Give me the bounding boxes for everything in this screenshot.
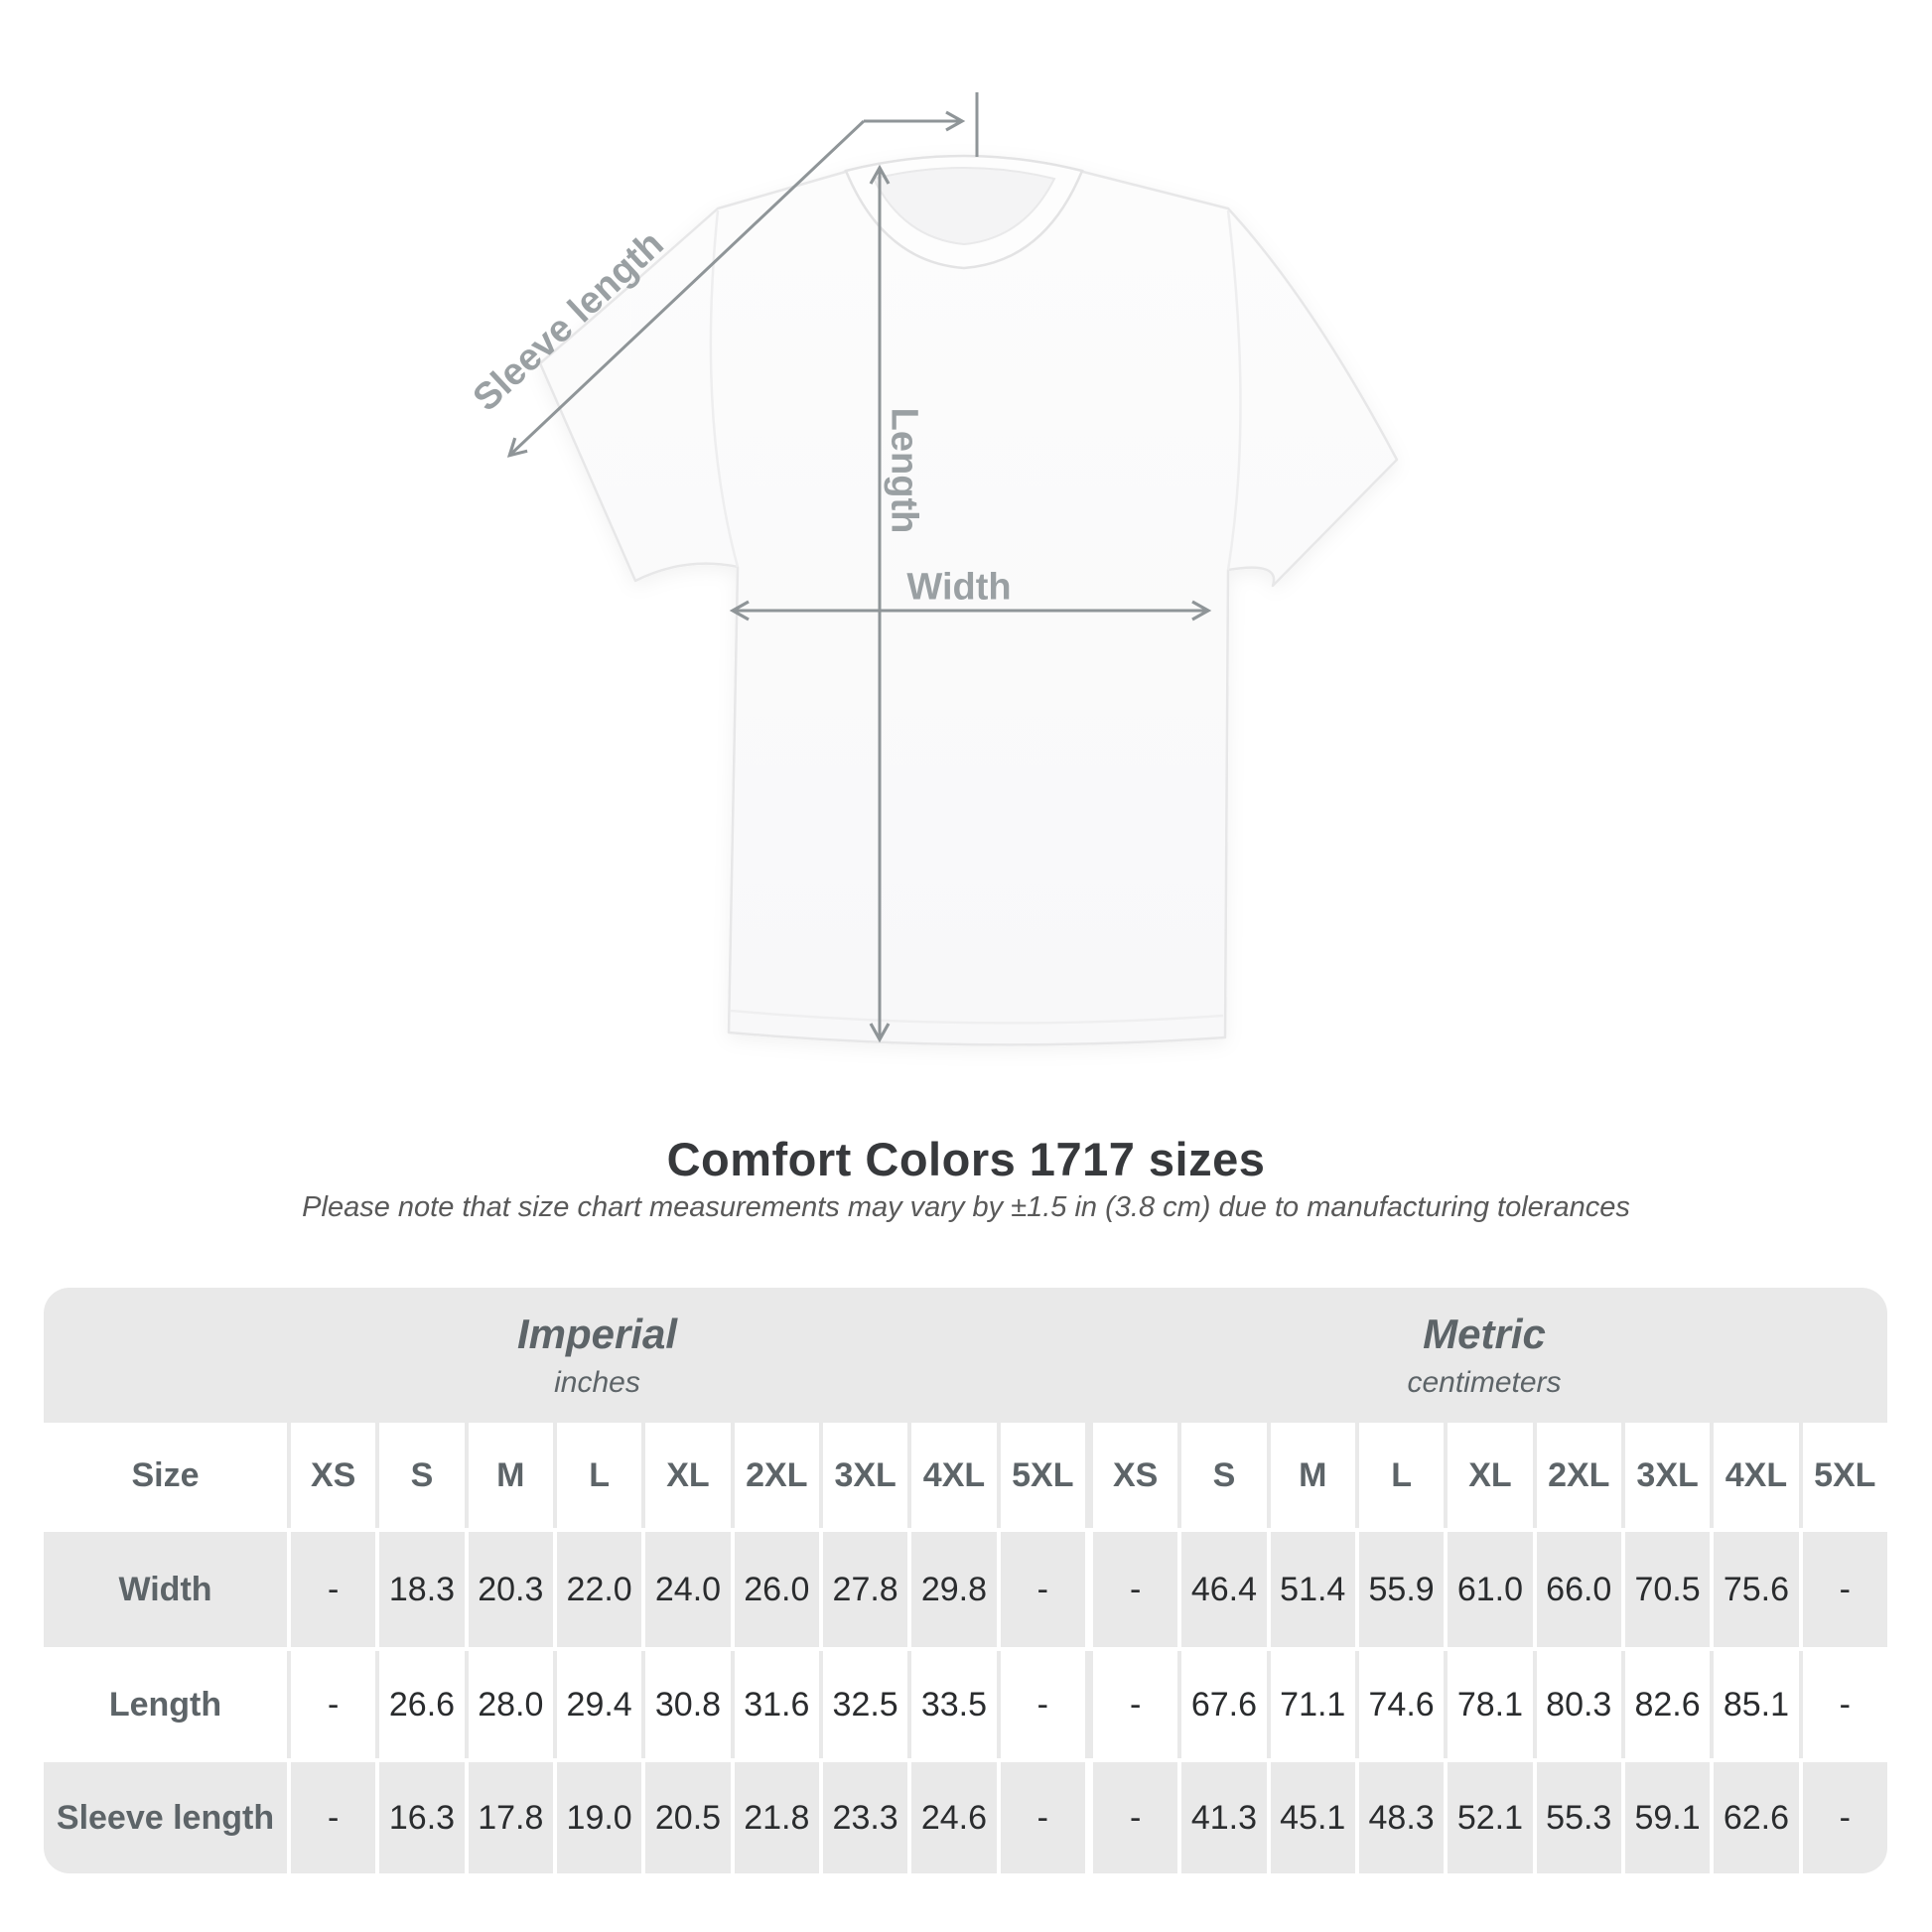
width-metric-2xl: 66.0 xyxy=(1536,1532,1621,1647)
length-metric-xs: - xyxy=(1092,1651,1178,1758)
length-imperial-4xl: 33.5 xyxy=(911,1651,997,1758)
width-imperial-m: 20.3 xyxy=(468,1532,553,1647)
col-header-metric-2xl: 2XL xyxy=(1536,1423,1621,1528)
col-header-metric-xl: XL xyxy=(1448,1423,1533,1528)
col-header-metric-5xl: 5XL xyxy=(1802,1423,1887,1528)
width-imperial-5xl: - xyxy=(1000,1532,1085,1647)
col-header-metric-m: M xyxy=(1270,1423,1355,1528)
length-metric-2xl: 80.3 xyxy=(1536,1651,1621,1758)
col-header-imperial-4xl: 4XL xyxy=(911,1423,997,1528)
length-imperial-m: 28.0 xyxy=(468,1651,553,1758)
col-header-metric-s: S xyxy=(1181,1423,1267,1528)
col-header-imperial-xs: XS xyxy=(291,1423,376,1528)
sleeve-metric-s: 41.3 xyxy=(1181,1762,1267,1873)
length-metric-4xl: 85.1 xyxy=(1714,1651,1799,1758)
metric-unit: centimeters xyxy=(1407,1366,1562,1399)
page-subtitle: Please note that size chart measurements… xyxy=(302,1191,1630,1223)
sleeve-imperial-l: 19.0 xyxy=(556,1762,642,1873)
sleeve-imperial-2xl: 21.8 xyxy=(734,1762,819,1873)
measurement-lines xyxy=(506,92,1212,1043)
imperial-unit: inches xyxy=(554,1366,640,1399)
sleeve-metric-4xl: 62.6 xyxy=(1714,1762,1799,1873)
length-metric-l: 74.6 xyxy=(1358,1651,1445,1758)
col-header-metric-l: L xyxy=(1358,1423,1445,1528)
sleeve-metric-xs: - xyxy=(1092,1762,1178,1873)
sleeve-metric-2xl: 55.3 xyxy=(1536,1762,1621,1873)
width-label: Width xyxy=(906,566,1012,609)
width-imperial-3xl: 27.8 xyxy=(822,1532,908,1647)
size-table: Imperial inches Metric centimeters Size … xyxy=(44,1288,1887,1873)
width-metric-3xl: 70.5 xyxy=(1624,1532,1711,1647)
width-imperial-4xl: 29.8 xyxy=(911,1532,997,1647)
page-title: Comfort Colors 1717 sizes xyxy=(666,1133,1266,1185)
col-header-imperial-2xl: 2XL xyxy=(734,1423,819,1528)
length-imperial-5xl: - xyxy=(1000,1651,1085,1758)
width-metric-xs: - xyxy=(1092,1532,1178,1647)
length-imperial-l: 29.4 xyxy=(556,1651,642,1758)
metric-title: Metric xyxy=(1423,1311,1546,1357)
unit-section-header: Imperial inches Metric centimeters xyxy=(44,1288,1887,1423)
size-column-header: Size xyxy=(44,1423,287,1528)
sleeve-imperial-4xl: 24.6 xyxy=(911,1762,997,1873)
length-metric-xl: 78.1 xyxy=(1448,1651,1533,1758)
sleeve-length-label: Sleeve length xyxy=(465,222,672,420)
length-imperial-xl: 30.8 xyxy=(645,1651,731,1758)
row-label-sleeve-length: Sleeve length xyxy=(44,1762,287,1873)
col-header-imperial-l: L xyxy=(556,1423,642,1528)
sleeve-metric-5xl: - xyxy=(1802,1762,1887,1873)
metric-section-header: Metric centimeters xyxy=(1081,1311,1887,1400)
table-row-width: Width - 18.3 20.3 22.0 24.0 26.0 27.8 29… xyxy=(44,1532,1887,1647)
width-imperial-2xl: 26.0 xyxy=(734,1532,819,1647)
width-metric-s: 46.4 xyxy=(1181,1532,1267,1647)
width-imperial-xs: - xyxy=(291,1532,376,1647)
sleeve-imperial-3xl: 23.3 xyxy=(822,1762,908,1873)
length-imperial-xs: - xyxy=(291,1651,376,1758)
imperial-title: Imperial xyxy=(516,1311,678,1357)
width-metric-4xl: 75.6 xyxy=(1714,1532,1799,1647)
col-header-metric-xs: XS xyxy=(1092,1423,1178,1528)
length-metric-s: 67.6 xyxy=(1181,1651,1267,1758)
length-metric-5xl: - xyxy=(1802,1651,1887,1758)
sleeve-metric-l: 48.3 xyxy=(1358,1762,1445,1873)
width-metric-m: 51.4 xyxy=(1270,1532,1355,1647)
width-imperial-xl: 24.0 xyxy=(645,1532,731,1647)
sleeve-imperial-xs: - xyxy=(291,1762,376,1873)
sleeve-metric-3xl: 59.1 xyxy=(1624,1762,1711,1873)
row-label-length: Length xyxy=(44,1651,287,1758)
length-imperial-2xl: 31.6 xyxy=(734,1651,819,1758)
sleeve-imperial-xl: 20.5 xyxy=(645,1762,731,1873)
width-imperial-l: 22.0 xyxy=(556,1532,642,1647)
sleeve-imperial-s: 16.3 xyxy=(379,1762,465,1873)
sleeve-imperial-m: 17.8 xyxy=(468,1762,553,1873)
width-metric-5xl: - xyxy=(1802,1532,1887,1647)
row-label-width: Width xyxy=(44,1532,287,1647)
col-header-metric-3xl: 3XL xyxy=(1624,1423,1711,1528)
col-header-imperial-m: M xyxy=(468,1423,553,1528)
table-row-sleeve-length: Sleeve length - 16.3 17.8 19.0 20.5 21.8… xyxy=(44,1762,1887,1873)
length-imperial-s: 26.6 xyxy=(379,1651,465,1758)
sleeve-imperial-5xl: - xyxy=(1000,1762,1085,1873)
table-row-length: Length - 26.6 28.0 29.4 30.8 31.6 32.5 3… xyxy=(44,1651,1887,1758)
sleeve-metric-xl: 52.1 xyxy=(1448,1762,1533,1873)
col-header-imperial-xl: XL xyxy=(645,1423,731,1528)
col-header-imperial-5xl: 5XL xyxy=(1000,1423,1085,1528)
length-imperial-3xl: 32.5 xyxy=(822,1651,908,1758)
imperial-section-header: Imperial inches xyxy=(44,1311,1081,1400)
length-metric-3xl: 82.6 xyxy=(1624,1651,1711,1758)
width-imperial-s: 18.3 xyxy=(379,1532,465,1647)
sleeve-length-arrow-diagonal xyxy=(506,119,866,458)
width-metric-l: 55.9 xyxy=(1358,1532,1445,1647)
col-header-imperial-s: S xyxy=(379,1423,465,1528)
length-metric-m: 71.1 xyxy=(1270,1651,1355,1758)
length-label: Length xyxy=(883,407,925,534)
col-header-metric-4xl: 4XL xyxy=(1714,1423,1799,1528)
width-metric-xl: 61.0 xyxy=(1448,1532,1533,1647)
sleeve-metric-m: 45.1 xyxy=(1270,1762,1355,1873)
column-header-row: Size XS S M L XL 2XL 3XL 4XL 5XL XS S M … xyxy=(44,1423,1887,1528)
col-header-imperial-3xl: 3XL xyxy=(822,1423,908,1528)
